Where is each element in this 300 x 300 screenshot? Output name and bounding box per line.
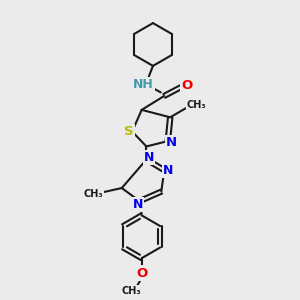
Text: O: O xyxy=(181,79,192,92)
Text: N: N xyxy=(144,151,154,164)
Text: N: N xyxy=(166,136,177,149)
Text: CH₃: CH₃ xyxy=(187,100,206,110)
Text: CH₃: CH₃ xyxy=(84,189,103,199)
Text: NH: NH xyxy=(133,77,154,91)
Text: O: O xyxy=(136,266,147,280)
Text: CH₃: CH₃ xyxy=(122,286,141,296)
Text: N: N xyxy=(133,198,143,211)
Text: S: S xyxy=(124,125,134,138)
Text: N: N xyxy=(163,164,174,177)
